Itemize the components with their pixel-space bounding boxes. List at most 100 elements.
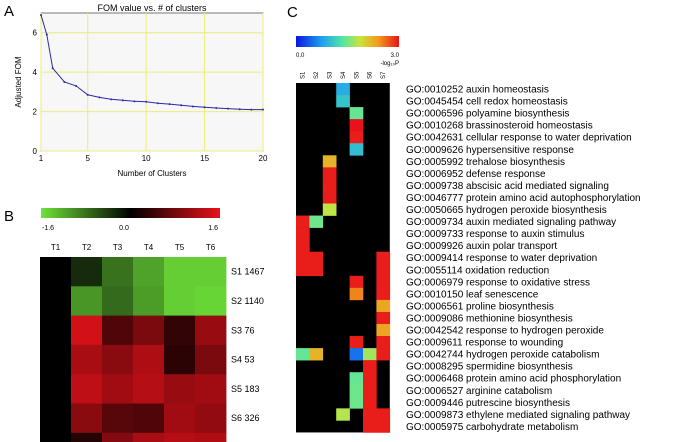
chart-c-cell	[296, 215, 310, 228]
chart-c-cell	[376, 287, 391, 301]
chart-a-point	[180, 104, 183, 107]
chart-b-colorbar-min: -1.6	[42, 225, 54, 232]
chart-b-cell	[164, 374, 196, 404]
chart-c-colorbar-unit: -log₁₀P	[380, 61, 399, 67]
chart-c-row-label: GO:0010150 leaf senescence	[406, 289, 539, 300]
chart-b-cell	[164, 403, 196, 434]
chart-b-cell	[133, 257, 165, 287]
chart-b-row-label: S3 76	[231, 325, 255, 335]
chart-b-cell	[133, 403, 165, 434]
chart-a-xtick-label: 20	[259, 154, 268, 163]
chart-a-point	[86, 93, 89, 96]
chart-a-point	[75, 84, 78, 87]
chart-c-cell	[322, 167, 337, 180]
chart-b-cell	[40, 257, 72, 287]
chart-a-point	[203, 106, 206, 109]
chart-a-point	[191, 105, 194, 108]
chart-b-cell	[40, 403, 72, 434]
chart-a-point	[145, 100, 148, 103]
chart-b-cell	[133, 315, 165, 346]
chart-a-point	[156, 102, 159, 105]
chart-a-point	[121, 99, 124, 102]
chart-c-cell	[322, 179, 337, 192]
chart-c-row-label: GO:0009086 methionine biosynthesis	[406, 313, 573, 324]
chart-b-cell	[71, 257, 103, 287]
chart-c-column-label: S3	[328, 71, 334, 79]
chart-b-cell	[40, 315, 72, 346]
chart-b-cell	[102, 432, 134, 442]
chart-a-point	[45, 33, 48, 36]
chart-b-cell	[71, 403, 103, 434]
chart-c-cell	[363, 348, 377, 361]
chart-b-column-label: T1	[51, 243, 61, 252]
chart-c-row-label: GO:0045454 cell redox homeostasis	[406, 97, 568, 108]
chart-c-column-label: S4	[341, 71, 347, 79]
chart-c-row-label: GO:0042744 hydrogen peroxide catabolism	[406, 350, 599, 361]
chart-b-cell	[164, 286, 196, 316]
chart-b-cell	[164, 344, 196, 375]
chart-c-cell	[376, 336, 391, 349]
chart-c-row-label: GO:0009738 abscisic acid mediated signal…	[406, 181, 609, 192]
chart-c-column-label: S1	[301, 71, 307, 79]
chart-b-cell	[71, 432, 103, 442]
chart-b-column-label: T3	[113, 243, 123, 252]
chart-b-cell	[164, 315, 196, 346]
chart-c-cell	[376, 263, 391, 277]
chart-c-row-label: GO:0009446 putrescine biosynthesis	[406, 398, 570, 409]
chart-b-cell	[71, 286, 103, 316]
chart-b-cell	[164, 257, 196, 287]
chart-b-row-label: S6 326	[231, 413, 260, 423]
chart-c-row-label: GO:0006561 proline biosynthesis	[406, 301, 554, 312]
chart-b-cell	[133, 432, 165, 442]
panel-c-label: C	[287, 4, 298, 21]
chart-c-cell	[296, 263, 310, 277]
chart-a-xtick-label: 5	[86, 154, 91, 163]
chart-a-xlabel: Number of Clusters	[118, 169, 187, 178]
chart-a-point	[226, 107, 229, 110]
panel-c-go-heatmap: 0.0 3.0 -log₁₀P S1 S2 S3 S4 S5 S6 S7 GO:001025…	[296, 36, 641, 433]
chart-c-cell	[349, 372, 364, 385]
chart-c-row-label: GO:0006952 defense response	[406, 169, 546, 180]
chart-a-point	[63, 81, 66, 83]
chart-b-cell	[195, 432, 227, 442]
chart-b-cell	[102, 344, 134, 375]
chart-a-point	[215, 107, 218, 110]
chart-c-cell	[349, 287, 364, 301]
panel-b-expression-heatmap: -1.6 0.0 1.6 T1 T2 T3 T4 T5 T6 S1 1467 S2 1140…	[40, 208, 265, 442]
panel-a-fom-chart: FOM value vs. # of clusters 1 5 10 15 200246…	[14, 3, 268, 178]
chart-c-column-label: S2	[314, 71, 320, 79]
chart-c-cell	[349, 143, 364, 156]
chart-b-cell	[102, 286, 134, 316]
chart-c-column-label: S6	[368, 71, 374, 79]
chart-b-cell	[40, 374, 72, 404]
panel-b-label: B	[4, 208, 14, 225]
chart-c-cell	[349, 348, 364, 361]
chart-c-cell	[296, 239, 310, 252]
chart-b-cell	[71, 315, 103, 346]
chart-a-point	[40, 13, 42, 16]
chart-c-cell	[363, 396, 377, 409]
chart-c-row-label: GO:0009734 auxin mediated signaling path…	[406, 217, 616, 228]
chart-c-cell	[363, 384, 377, 397]
chart-c-row-label: GO:0046777 protein amino acid autophosph…	[406, 193, 641, 204]
chart-a-point	[51, 67, 54, 70]
chart-b-cell	[40, 286, 72, 316]
chart-c-row-label: GO:0042631 cellular response to water de…	[406, 133, 632, 144]
chart-a-point	[98, 96, 101, 99]
chart-c-cell	[336, 408, 350, 421]
chart-c-cell	[376, 251, 391, 265]
chart-c-cell	[309, 348, 324, 361]
chart-a-point	[250, 108, 253, 111]
chart-b-cell	[133, 286, 165, 316]
chart-c-row-label: GO:0006527 arginine catabolism	[406, 386, 552, 397]
chart-b-cell	[102, 403, 134, 434]
chart-b-cell	[71, 344, 103, 375]
chart-b-cell	[195, 403, 227, 434]
chart-c-cell	[309, 215, 324, 228]
chart-c-row-label: GO:0009873 ethylene mediated signaling p…	[406, 410, 630, 421]
chart-a-xtick-label: 10	[142, 154, 151, 163]
chart-b-column-label: T5	[175, 243, 185, 252]
chart-b-cell	[195, 315, 227, 346]
chart-b-row-label: S5 183	[231, 384, 260, 394]
chart-b-cell	[195, 286, 227, 316]
